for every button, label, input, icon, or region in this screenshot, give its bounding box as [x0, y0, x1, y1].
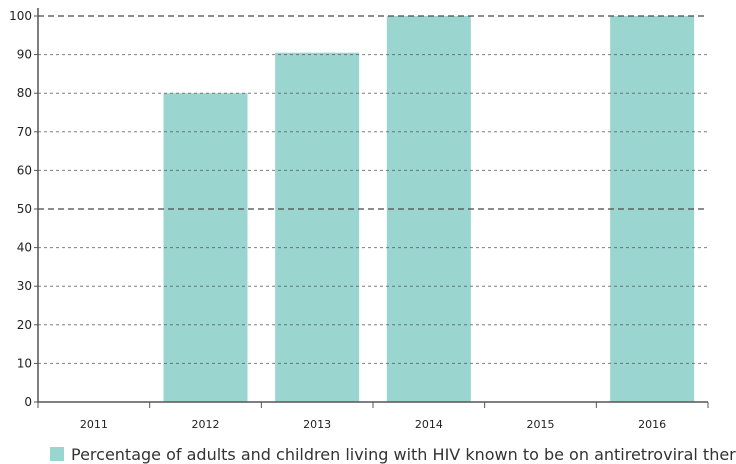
- y-tick-label-20: 20: [17, 318, 32, 332]
- chart-svg: 0 10 20 30 40 50 60 70 80 90 100 2011 2012 2013 2014 20…: [9, 8, 709, 431]
- y-tick-label-80: 80: [17, 86, 32, 100]
- bar-2013: [275, 52, 360, 403]
- legend-label: Percentage of adults and children living…: [71, 444, 736, 464]
- x-tick-label-2015: 2015: [527, 418, 555, 431]
- x-tick-label-2011: 2011: [80, 418, 108, 431]
- x-tick-label-2012: 2012: [192, 418, 220, 431]
- x-tick-label-2014: 2014: [415, 418, 443, 431]
- y-tick-label-50: 50: [17, 202, 32, 216]
- y-tick-label-70: 70: [17, 125, 32, 139]
- x-tick-label-2013: 2013: [303, 418, 331, 431]
- legend-swatch: [50, 447, 64, 461]
- y-tick-label-10: 10: [17, 356, 32, 370]
- y-tick-label-90: 90: [17, 48, 32, 62]
- y-tick-label-30: 30: [17, 279, 32, 293]
- x-tick-label-2016: 2016: [638, 418, 666, 431]
- y-tick-label-100: 100: [9, 9, 32, 23]
- y-tick-label-0: 0: [24, 395, 32, 409]
- y-tick-label-40: 40: [17, 241, 32, 255]
- y-tick-label-60: 60: [17, 163, 32, 177]
- legend: Percentage of adults and children living…: [50, 444, 736, 464]
